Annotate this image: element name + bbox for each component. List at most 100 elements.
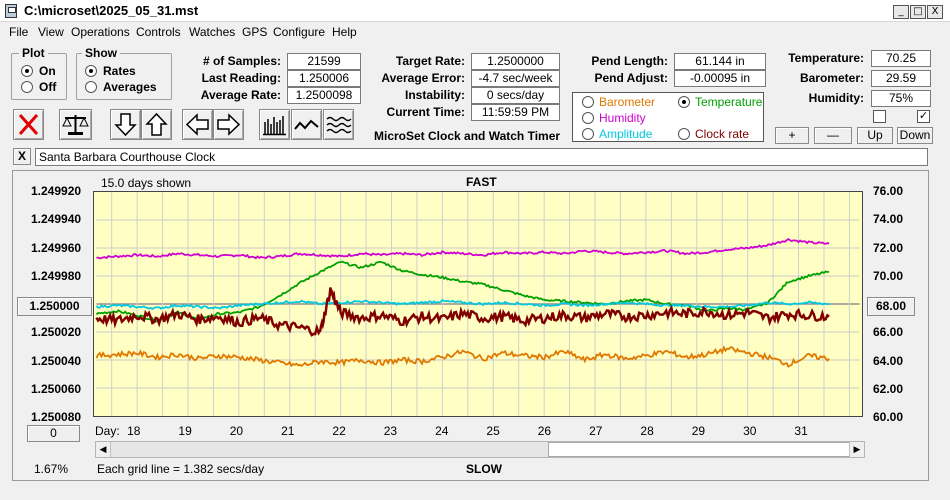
average-rate-label: Average Rate: <box>200 88 281 102</box>
temperature-label: Temperature: <box>788 51 864 65</box>
offset-button[interactable]: 0 <box>27 425 80 442</box>
minimize-button[interactable]: _ <box>893 5 909 19</box>
pend-adjust-label: Pend Adjust: <box>594 71 668 85</box>
menu-watches[interactable]: Watches <box>189 25 236 39</box>
day-tick: 25 <box>486 424 500 438</box>
left-button[interactable] <box>182 109 213 140</box>
right-button[interactable] <box>213 109 244 140</box>
bar-graph-icon <box>263 116 286 136</box>
left-axis-tick: 1.249980 <box>31 268 82 283</box>
series-line-clock-rate <box>95 287 830 337</box>
day-tick: 31 <box>794 424 808 438</box>
series-line-humidity <box>96 238 830 260</box>
app-name-label: MicroSet Clock and Watch Timer <box>374 129 561 143</box>
calibrate-button[interactable] <box>59 109 92 140</box>
show-group <box>76 53 172 100</box>
day-tick: 22 <box>332 424 346 438</box>
close-window-button[interactable]: X <box>927 5 943 19</box>
average-rate-field: 1.2500098 <box>287 87 361 104</box>
plot-off-radio[interactable] <box>21 81 33 93</box>
clock-rate-option-label: Clock rate <box>695 127 750 141</box>
line-graph-button[interactable] <box>291 109 322 140</box>
show-averages-label: Averages <box>103 80 157 94</box>
right-axis-center-button[interactable]: 68.00 <box>867 297 915 316</box>
bar-graph-button[interactable] <box>259 109 290 140</box>
close-clock-button[interactable]: X <box>13 148 31 165</box>
menu-view[interactable]: View <box>38 25 64 39</box>
clear-button[interactable] <box>13 109 44 140</box>
grid-note-label: Each grid line = 1.382 secs/day <box>97 462 265 476</box>
menu-configure[interactable]: Configure <box>273 25 326 39</box>
left-axis-tick: 1.249920 <box>31 184 82 198</box>
option-checkbox-1[interactable] <box>873 110 886 123</box>
barometer-radio[interactable] <box>582 96 594 108</box>
scale-down-button[interactable]: Down <box>897 127 933 144</box>
scroll-thumb[interactable] <box>548 442 850 457</box>
window-title: C:\microset\2025_05_31.mst <box>24 3 199 18</box>
day-tick: 30 <box>743 424 757 438</box>
pend-length-field[interactable]: 61.144 in <box>674 53 766 70</box>
average-error-label: Average Error: <box>381 71 465 85</box>
scroll-left-arrow-icon[interactable]: ◀ <box>96 442 111 457</box>
plot-on-radio[interactable] <box>21 65 33 77</box>
humidity-option-label: Humidity <box>599 111 646 125</box>
instability-field: 0 secs/day <box>471 87 560 104</box>
arrow-up-icon <box>145 112 168 136</box>
up-button[interactable] <box>141 109 172 140</box>
barometer-option-label: Barometer <box>599 95 656 109</box>
arrow-down-icon <box>114 113 137 137</box>
barometer-field: 29.59 <box>871 70 931 87</box>
arrow-right-icon <box>217 113 241 136</box>
amplitude-radio[interactable] <box>582 128 594 140</box>
temperature-field: 70.25 <box>871 50 931 67</box>
right-axis-tick: 64.00 <box>873 353 904 368</box>
left-axis-tick: 1.249960 <box>31 240 82 255</box>
wave-graph-button[interactable] <box>323 109 354 140</box>
show-group-title: Show <box>82 46 120 60</box>
scale-plus-button[interactable]: + <box>775 127 809 144</box>
last-reading-field: 1.250006 <box>287 70 361 87</box>
clock-rate-radio[interactable] <box>678 128 690 140</box>
time-scrollbar[interactable]: ◀ ▶ <box>95 441 865 458</box>
barometer-label: Barometer: <box>799 71 864 85</box>
day-tick: 21 <box>281 424 295 438</box>
last-reading-label: Last Reading: <box>201 71 281 85</box>
pend-adjust-field[interactable]: -0.00095 in <box>674 70 766 87</box>
menu-gps[interactable]: GPS <box>242 25 268 39</box>
scroll-right-arrow-icon[interactable]: ▶ <box>849 442 864 457</box>
option-checkbox-2[interactable]: ✓ <box>917 110 930 123</box>
scale-up-button[interactable]: Up <box>857 127 893 144</box>
restore-button[interactable]: □ <box>910 5 926 19</box>
left-axis-center-button[interactable]: 1.250000 <box>17 297 92 316</box>
plot-off-label: Off <box>39 80 57 94</box>
plot-area <box>93 191 863 417</box>
samples-field: 21599 <box>287 53 361 70</box>
down-button[interactable] <box>110 109 141 140</box>
clear-icon <box>18 113 39 136</box>
pend-length-label: Pend Length: <box>591 54 668 68</box>
menu-operations[interactable]: Operations <box>71 25 130 39</box>
show-rates-radio[interactable] <box>85 65 97 77</box>
day-tick: 23 <box>383 424 398 438</box>
scale-minus-button[interactable]: — <box>814 127 852 144</box>
show-averages-radio[interactable] <box>85 81 97 93</box>
left-axis-tick: 1.250060 <box>31 381 82 396</box>
series-line-barometer <box>95 345 830 368</box>
day-tick: 28 <box>640 424 654 438</box>
humidity-radio[interactable] <box>582 112 594 124</box>
target-rate-field[interactable]: 1.2500000 <box>471 53 560 70</box>
clock-name-field[interactable]: Santa Barbara Courthouse Clock <box>35 148 928 166</box>
right-axis-tick: 66.00 <box>873 325 904 340</box>
right-axis-tick: 70.00 <box>873 268 904 283</box>
percent-label: 1.67% <box>34 462 69 476</box>
samples-label: # of Samples: <box>202 54 281 68</box>
menu-help[interactable]: Help <box>332 25 357 39</box>
app-icon[interactable] <box>5 4 17 18</box>
temperature-radio[interactable] <box>678 96 690 108</box>
menu-controls[interactable]: Controls <box>136 25 181 39</box>
humidity-field: 75% <box>871 90 931 107</box>
day-tick: 20 <box>229 424 244 438</box>
menu-file[interactable]: File <box>9 25 29 39</box>
plot-group-title: Plot <box>19 46 48 60</box>
day-tick: 29 <box>691 424 706 438</box>
